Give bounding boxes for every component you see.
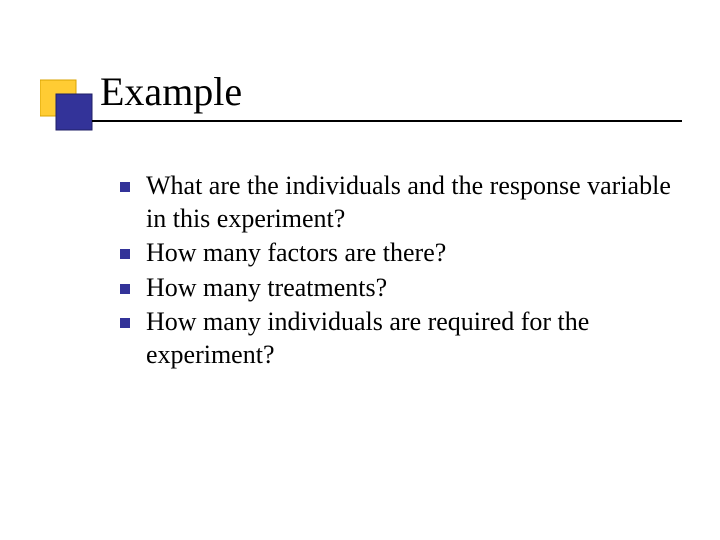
list-item-text: What are the individuals and the respons… xyxy=(146,170,680,235)
bullet-icon xyxy=(120,318,130,328)
bullet-icon xyxy=(120,182,130,192)
list-item: How many individuals are required for th… xyxy=(120,306,680,371)
list-item: How many factors are there? xyxy=(120,237,680,270)
list-item-text: How many factors are there? xyxy=(146,237,446,270)
list-item-text: How many treatments? xyxy=(146,272,387,305)
title-square-front-icon xyxy=(56,94,92,130)
list-item: What are the individuals and the respons… xyxy=(120,170,680,235)
list-item: How many treatments? xyxy=(120,272,680,305)
title-underline xyxy=(92,120,682,122)
slide: Example What are the individuals and the… xyxy=(0,0,720,540)
bullet-icon xyxy=(120,284,130,294)
bullet-list: What are the individuals and the respons… xyxy=(120,170,680,373)
list-item-text: How many individuals are required for th… xyxy=(146,306,680,371)
slide-title: Example xyxy=(100,68,242,115)
bullet-icon xyxy=(120,249,130,259)
title-squares-icon xyxy=(40,70,100,134)
